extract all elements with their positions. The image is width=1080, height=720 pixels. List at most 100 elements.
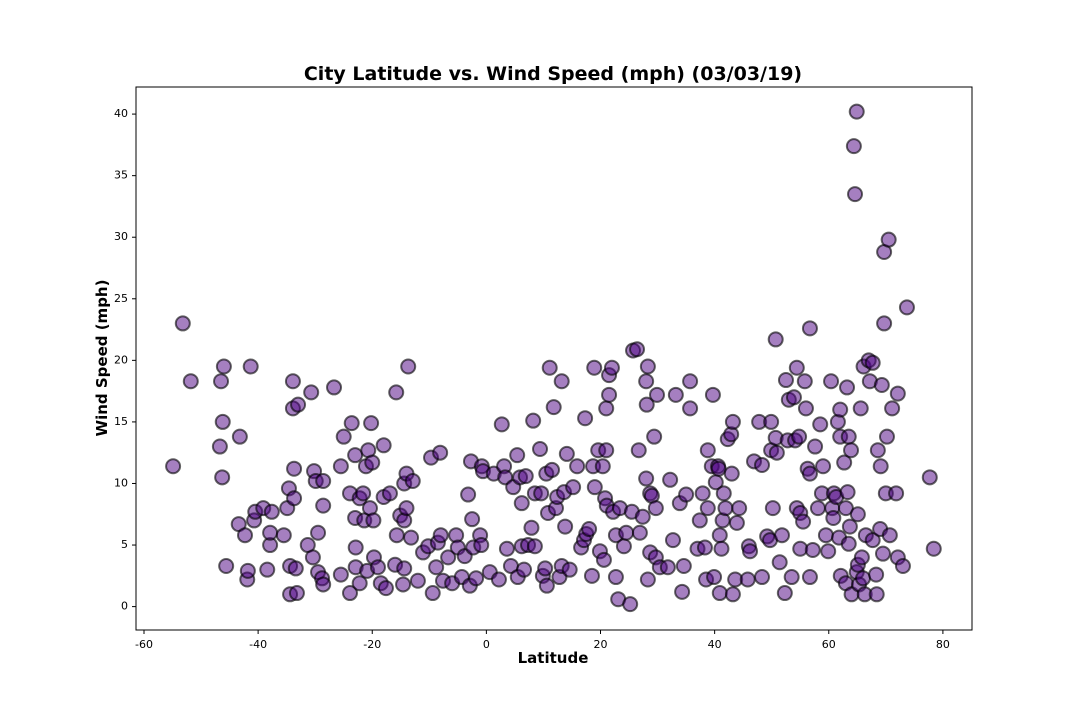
point <box>864 532 881 549</box>
point <box>618 524 635 541</box>
point <box>768 444 785 461</box>
point <box>214 469 231 486</box>
point <box>544 461 561 478</box>
point <box>691 512 708 529</box>
point <box>493 416 510 433</box>
point <box>849 506 866 523</box>
point <box>332 566 349 583</box>
point <box>275 527 292 544</box>
point <box>586 359 603 376</box>
point <box>894 557 911 574</box>
point <box>742 543 759 560</box>
point <box>355 485 372 502</box>
point <box>728 514 745 531</box>
point <box>182 373 199 390</box>
x-tick-label: 20 <box>594 638 608 651</box>
point <box>404 473 421 490</box>
x-tick-label: 40 <box>708 638 722 651</box>
point <box>639 358 656 375</box>
point <box>558 445 575 462</box>
point <box>533 485 550 502</box>
point <box>699 500 716 517</box>
point <box>629 341 646 358</box>
point <box>315 576 332 593</box>
point <box>581 521 598 538</box>
point <box>649 386 666 403</box>
points <box>165 103 942 613</box>
point <box>565 479 582 496</box>
point <box>607 569 624 586</box>
point <box>754 457 771 474</box>
point <box>583 567 600 584</box>
point <box>577 410 594 427</box>
point <box>490 571 507 588</box>
point <box>553 373 570 390</box>
point <box>403 529 420 546</box>
point <box>855 570 872 587</box>
point <box>286 490 303 507</box>
point <box>409 572 426 589</box>
point <box>647 500 664 517</box>
point <box>880 231 897 248</box>
point <box>715 485 732 502</box>
chart-title: City Latitude vs. Wind Speed (mph) (03/0… <box>304 63 802 85</box>
point <box>468 570 485 587</box>
point <box>569 458 586 475</box>
point <box>365 512 382 529</box>
point <box>724 586 741 603</box>
y-tick-label: 35 <box>114 169 128 182</box>
point <box>646 428 663 445</box>
point <box>801 569 818 586</box>
point <box>262 524 279 541</box>
point <box>853 549 870 566</box>
point <box>236 527 253 544</box>
point <box>211 438 228 455</box>
point <box>639 571 656 588</box>
point <box>783 569 800 586</box>
point <box>731 500 748 517</box>
point <box>754 569 771 586</box>
point <box>675 557 692 574</box>
point <box>711 585 728 602</box>
point <box>375 437 392 454</box>
point <box>791 428 808 445</box>
point <box>839 484 856 501</box>
point <box>876 315 893 332</box>
point <box>517 468 534 485</box>
point <box>723 465 740 482</box>
point <box>284 373 301 390</box>
y-axis-label: Wind Speed (mph) <box>93 280 111 437</box>
point <box>694 485 711 502</box>
x-tick-label: -20 <box>363 638 381 651</box>
point <box>286 460 303 477</box>
point <box>678 486 695 503</box>
plot-frame <box>135 86 973 631</box>
point <box>513 495 530 512</box>
point <box>557 518 574 535</box>
point <box>706 569 723 586</box>
point <box>898 299 915 316</box>
point <box>369 559 386 576</box>
point <box>259 561 276 578</box>
y-tick-label: 25 <box>114 292 128 305</box>
point <box>667 386 684 403</box>
y-tick-label: 10 <box>114 476 128 489</box>
point <box>545 399 562 416</box>
point <box>809 500 826 517</box>
point <box>638 373 655 390</box>
point <box>516 561 533 578</box>
point <box>332 458 349 475</box>
point <box>364 454 381 471</box>
point <box>682 400 699 417</box>
point <box>304 549 321 566</box>
point <box>242 358 259 375</box>
point <box>630 442 647 459</box>
point <box>807 438 824 455</box>
point <box>498 540 515 557</box>
point <box>377 580 394 597</box>
point <box>215 358 232 375</box>
y-tick-label: 20 <box>114 353 128 366</box>
point <box>847 186 864 203</box>
point <box>165 458 182 475</box>
point <box>852 400 869 417</box>
